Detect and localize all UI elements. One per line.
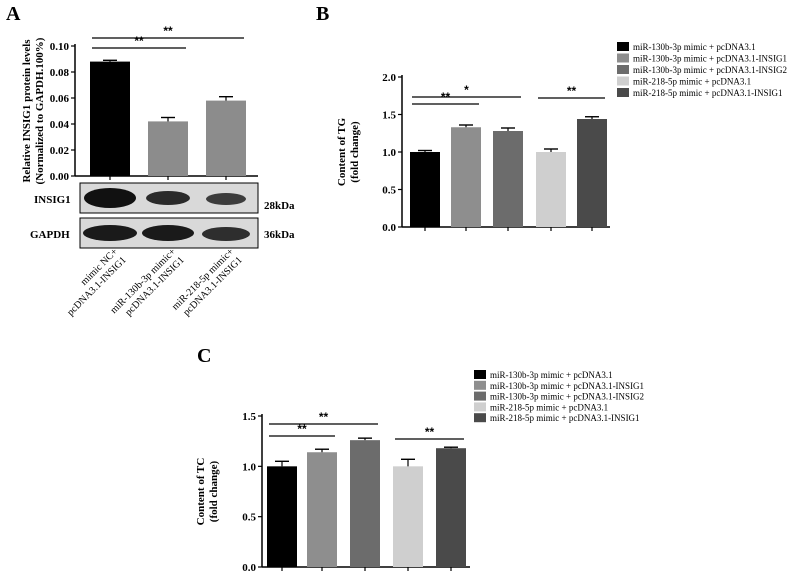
b-bar-1 [410, 152, 440, 227]
a-y-tick-label: 0.10 [50, 41, 70, 53]
c-bar-1 [267, 466, 297, 567]
c-legend-swatch-3 [474, 391, 486, 401]
a-y-tick-label: 0.06 [50, 93, 70, 105]
b-bar-5 [577, 119, 607, 227]
b-bar-2 [451, 127, 481, 227]
c-legend-swatch-1 [474, 370, 486, 379]
band-gapdh-1 [83, 225, 137, 241]
b-legend-swatch-2 [617, 53, 629, 63]
b-y-tick-label: 1.5 [382, 110, 396, 122]
panel-b-letter: B [316, 3, 329, 25]
band-insig1-2 [146, 191, 190, 205]
panel-b: B 0.0 0.5 1.0 1.5 2.0 Content of TG(fold chan… [316, 3, 787, 234]
b-bar-3 [493, 131, 523, 227]
c-legend-swatch-5 [474, 413, 486, 423]
blot-size-gapdh: 36kDa [264, 229, 295, 241]
a-y-tick-label: 0.08 [50, 67, 70, 79]
c-y-axis-label: Content of TC(fold change) [195, 458, 220, 526]
c-legend-label-3: miR-130b-3p mimic + pcDNA3.1-INSIG2 [490, 392, 644, 402]
b-y-axis-label: Content of TG(fold change) [336, 117, 361, 186]
c-y-tick-label: 0.5 [242, 512, 256, 524]
b-y-tick-label: 0.5 [382, 185, 396, 197]
panel-c-letter: C [197, 345, 211, 367]
band-gapdh-3 [202, 227, 250, 241]
c-y-tick-label: 1.5 [242, 411, 256, 423]
c-legend-swatch-2 [474, 380, 486, 390]
a-y-tick-label: 0.02 [50, 145, 70, 157]
a-bar-1 [90, 61, 130, 176]
western-blot [79, 182, 259, 249]
a-significance-label: ** [163, 24, 173, 38]
c-y-tick-label: 1.0 [242, 461, 256, 473]
b-y-tick-label: 2.0 [382, 72, 396, 84]
b-legend-label-3: miR-130b-3p mimic + pcDNA3.1-INSIG2 [633, 65, 787, 75]
blot-size-insig1: 28kDa [264, 200, 295, 212]
b-legend-swatch-4 [617, 76, 629, 86]
blot-label-insig1: INSIG1 [34, 194, 71, 206]
a-bar-2 [148, 121, 188, 176]
c-bar-4 [393, 466, 423, 567]
c-significance-label: ** [319, 410, 329, 424]
b-legend-label-2: miR-130b-3p mimic + pcDNA3.1-INSIG1 [633, 54, 787, 64]
a-significance-label: ** [134, 34, 144, 48]
b-legend-swatch-3 [617, 65, 629, 74]
c-legend-label-5: miR-218-5p mimic + pcDNA3.1-INSIG1 [490, 413, 640, 423]
b-bar-4 [536, 152, 566, 227]
c-legend-swatch-4 [474, 402, 486, 412]
b-significance-label: ** [567, 84, 577, 98]
a-y-axis-label: Relative INSIG1 protein levels(Normalize… [21, 37, 46, 184]
panel-a-letter: A [6, 3, 21, 25]
a-bar-3 [206, 100, 246, 176]
panel-c: C 0.0 0.5 1.0 1.5 Content of TC(fold change)… [195, 345, 644, 572]
b-legend-swatch-1 [617, 42, 629, 51]
c-significance-label: ** [425, 425, 435, 439]
a-y-tick-label: 0.00 [50, 171, 70, 183]
b-legend-label-1: miR-130b-3p mimic + pcDNA3.1 [633, 42, 756, 52]
b-legend-swatch-5 [617, 88, 629, 97]
band-gapdh-2 [142, 225, 194, 241]
b-significance-label: * [464, 83, 469, 97]
c-legend-label-4: miR-218-5p mimic + pcDNA3.1 [490, 402, 608, 412]
band-insig1-3 [206, 193, 246, 205]
b-legend-label-4: miR-218-5p mimic + pcDNA3.1 [633, 77, 751, 87]
c-bar-2 [307, 452, 337, 567]
c-legend-label-2: miR-130b-3p mimic + pcDNA3.1-INSIG1 [490, 381, 644, 391]
c-significance-label: ** [297, 422, 307, 436]
panel-a: A 0.00 0.02 0.04 0.06 0.08 0.10 Relative INSIG… [6, 3, 295, 318]
c-y-tick-label: 0.0 [242, 562, 256, 572]
band-insig1-1 [84, 188, 136, 208]
blot-label-gapdh: GAPDH [30, 229, 70, 241]
c-bar-3 [350, 440, 380, 567]
b-y-tick-label: 1.0 [382, 147, 396, 159]
c-bar-5 [436, 448, 466, 567]
b-y-tick-label: 0.0 [382, 222, 396, 234]
b-legend-label-5: miR-218-5p mimic + pcDNA3.1-INSIG1 [633, 88, 783, 98]
a-y-tick-label: 0.04 [50, 119, 70, 131]
c-legend-label-1: miR-130b-3p mimic + pcDNA3.1 [490, 370, 613, 380]
